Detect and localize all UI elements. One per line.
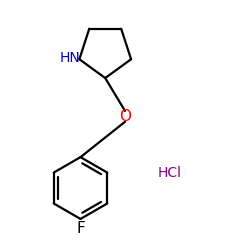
- Text: HN: HN: [60, 51, 80, 65]
- Text: F: F: [76, 221, 85, 236]
- Text: O: O: [119, 109, 131, 124]
- Text: HCl: HCl: [158, 166, 182, 180]
